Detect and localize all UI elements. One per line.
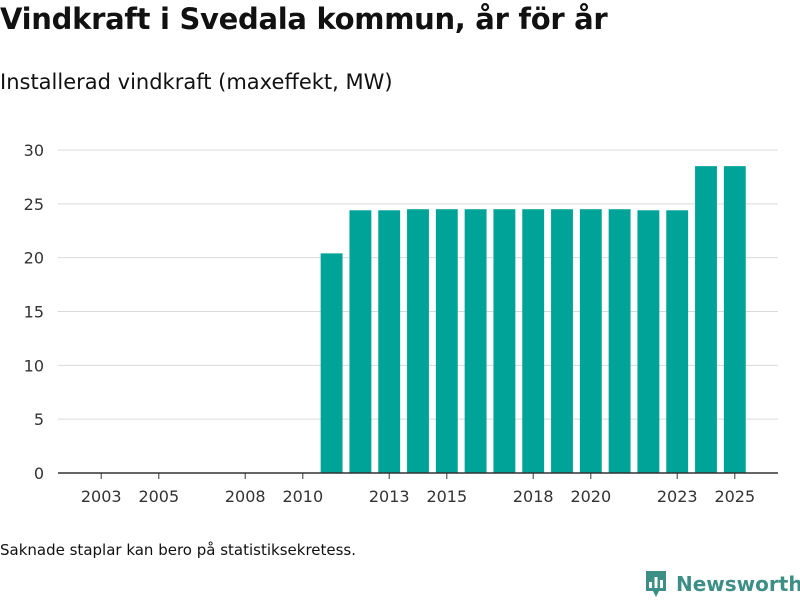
bar: [493, 209, 516, 473]
bar: [320, 253, 343, 473]
bar: [695, 166, 717, 473]
y-tick-label: 25: [24, 195, 44, 214]
bar-chart: 2003 2005 2008 2010 2013 2015 2018 2020 2023 2025…: [24, 141, 778, 506]
x-tick-label: 2003: [81, 487, 122, 506]
chart-bars-icon: [646, 571, 666, 597]
y-tick-label: 5: [34, 410, 44, 429]
bar: [608, 209, 631, 473]
bar: [551, 209, 573, 473]
chart-title: Vindkraft i Svedala kommun, år för år: [0, 2, 608, 36]
x-tick-label: 2018: [513, 487, 554, 506]
bar: [666, 210, 689, 473]
y-tick-label: 0: [34, 464, 44, 483]
x-tick-label: 2005: [138, 487, 179, 506]
y-tick-label: 15: [24, 303, 44, 322]
y-tick-label: 30: [24, 141, 44, 160]
bar: [407, 209, 429, 473]
x-tick-label: 2013: [369, 487, 410, 506]
footnote: Saknade staplar kan bero på statistiksek…: [0, 541, 357, 559]
x-tick-label: 2010: [282, 487, 323, 506]
brand-name: Newsworthy: [676, 572, 800, 596]
x-tick-label: 2008: [225, 487, 266, 506]
y-axis-ticks: 0 5 10 15 20 25 30: [24, 141, 44, 483]
newsworthy-logo[interactable]: Newsworthy: [644, 569, 800, 599]
x-tick-label: 2020: [570, 487, 611, 506]
bar: [637, 210, 660, 473]
chart-subtitle: Installerad vindkraft (maxeffekt, MW): [0, 70, 393, 94]
bar: [435, 209, 458, 473]
x-tick-label: 2015: [426, 487, 467, 506]
bar: [349, 210, 372, 473]
x-tick-label: 2025: [714, 487, 755, 506]
bar: [464, 209, 487, 473]
y-tick-label: 10: [24, 356, 44, 375]
bar: [522, 209, 545, 473]
y-tick-label: 20: [24, 249, 44, 268]
bar: [579, 209, 602, 473]
x-tick-label: 2023: [657, 487, 698, 506]
x-axis-ticks: 2003 2005 2008 2010 2013 2015 2018 2020 2023 2025: [81, 473, 755, 506]
bar: [378, 210, 401, 473]
bars: [320, 166, 746, 473]
bar: [723, 166, 746, 473]
